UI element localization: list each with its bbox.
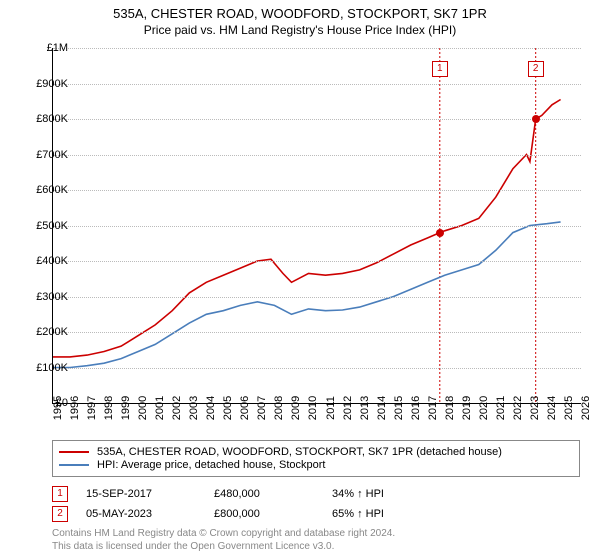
legend-swatch xyxy=(59,451,89,453)
legend-label: 535A, CHESTER ROAD, WOODFORD, STOCKPORT,… xyxy=(97,446,502,458)
event-row: 1 15-SEP-2017 £480,000 34% ↑ HPI xyxy=(52,486,580,502)
y-tick-label: £1M xyxy=(24,42,68,54)
x-tick-label: 1998 xyxy=(103,396,115,420)
x-tick-label: 2020 xyxy=(478,396,490,420)
legend-item: HPI: Average price, detached house, Stoc… xyxy=(59,459,573,471)
marker-box: 2 xyxy=(528,61,544,77)
y-tick-label: £600K xyxy=(24,184,68,196)
y-tick-label: £200K xyxy=(24,326,68,338)
x-tick-label: 2004 xyxy=(205,396,217,420)
x-tick-label: 1995 xyxy=(52,396,64,420)
x-tick-label: 2012 xyxy=(342,396,354,420)
y-tick-label: £100K xyxy=(24,362,68,374)
event-marker-icon: 1 xyxy=(52,486,68,502)
marker-dot xyxy=(532,115,540,123)
footer: Contains HM Land Registry data © Crown c… xyxy=(52,528,580,553)
x-tick-label: 2005 xyxy=(222,396,234,420)
event-row: 2 05-MAY-2023 £800,000 65% ↑ HPI xyxy=(52,506,580,522)
x-tick-label: 1997 xyxy=(86,396,98,420)
gridline xyxy=(53,226,581,227)
x-tick-label: 1996 xyxy=(69,396,81,420)
y-tick-label: £700K xyxy=(24,149,68,161)
plot-area: 12 xyxy=(52,48,581,404)
event-delta: 34% ↑ HPI xyxy=(332,488,452,500)
gridline xyxy=(53,261,581,262)
gridline xyxy=(53,84,581,85)
event-delta: 65% ↑ HPI xyxy=(332,508,452,520)
x-tick-label: 2011 xyxy=(325,396,337,420)
event-price: £800,000 xyxy=(214,508,314,520)
x-tick-label: 2025 xyxy=(563,396,575,420)
x-tick-label: 2018 xyxy=(444,396,456,420)
legend: 535A, CHESTER ROAD, WOODFORD, STOCKPORT,… xyxy=(52,440,580,477)
x-tick-label: 2008 xyxy=(273,396,285,420)
x-tick-label: 2019 xyxy=(461,396,473,420)
x-tick-label: 2013 xyxy=(359,396,371,420)
x-tick-label: 2000 xyxy=(137,396,149,420)
gridline xyxy=(53,48,581,49)
x-tick-label: 2014 xyxy=(376,396,388,420)
gridline xyxy=(53,332,581,333)
chart-title: 535A, CHESTER ROAD, WOODFORD, STOCKPORT,… xyxy=(0,6,600,21)
y-tick-label: £300K xyxy=(24,291,68,303)
gridline xyxy=(53,297,581,298)
event-price: £480,000 xyxy=(214,488,314,500)
series-line xyxy=(53,100,561,357)
y-tick-label: £500K xyxy=(24,220,68,232)
x-tick-label: 2021 xyxy=(495,396,507,420)
x-tick-label: 2006 xyxy=(239,396,251,420)
x-tick-label: 2024 xyxy=(546,396,558,420)
x-tick-label: 2023 xyxy=(529,396,541,420)
chart-subtitle: Price paid vs. HM Land Registry's House … xyxy=(0,23,600,37)
x-tick-label: 2017 xyxy=(427,396,439,420)
y-tick-label: £900K xyxy=(24,78,68,90)
event-marker-icon: 2 xyxy=(52,506,68,522)
legend-swatch xyxy=(59,464,89,466)
chart-container: 535A, CHESTER ROAD, WOODFORD, STOCKPORT,… xyxy=(0,0,600,560)
x-tick-label: 2009 xyxy=(290,396,302,420)
x-tick-label: 2016 xyxy=(410,396,422,420)
footer-line: This data is licensed under the Open Gov… xyxy=(52,541,580,554)
event-date: 15-SEP-2017 xyxy=(86,488,196,500)
title-block: 535A, CHESTER ROAD, WOODFORD, STOCKPORT,… xyxy=(0,0,600,37)
x-tick-label: 2022 xyxy=(512,396,524,420)
x-tick-label: 2010 xyxy=(307,396,319,420)
marker-box: 1 xyxy=(432,61,448,77)
x-tick-label: 1999 xyxy=(120,396,132,420)
y-tick-label: £800K xyxy=(24,113,68,125)
x-tick-label: 2003 xyxy=(188,396,200,420)
y-tick-label: £400K xyxy=(24,255,68,267)
series-line xyxy=(53,222,561,368)
marker-dot xyxy=(436,229,444,237)
gridline xyxy=(53,119,581,120)
footer-line: Contains HM Land Registry data © Crown c… xyxy=(52,528,580,541)
x-tick-label: 2001 xyxy=(154,396,166,420)
x-tick-label: 2026 xyxy=(580,396,592,420)
legend-item: 535A, CHESTER ROAD, WOODFORD, STOCKPORT,… xyxy=(59,446,573,458)
legend-label: HPI: Average price, detached house, Stoc… xyxy=(97,459,326,471)
x-tick-label: 2007 xyxy=(256,396,268,420)
event-date: 05-MAY-2023 xyxy=(86,508,196,520)
x-tick-label: 2002 xyxy=(171,396,183,420)
x-tick-label: 2015 xyxy=(393,396,405,420)
gridline xyxy=(53,155,581,156)
events-table: 1 15-SEP-2017 £480,000 34% ↑ HPI 2 05-MA… xyxy=(52,482,580,526)
gridline xyxy=(53,368,581,369)
gridline xyxy=(53,190,581,191)
